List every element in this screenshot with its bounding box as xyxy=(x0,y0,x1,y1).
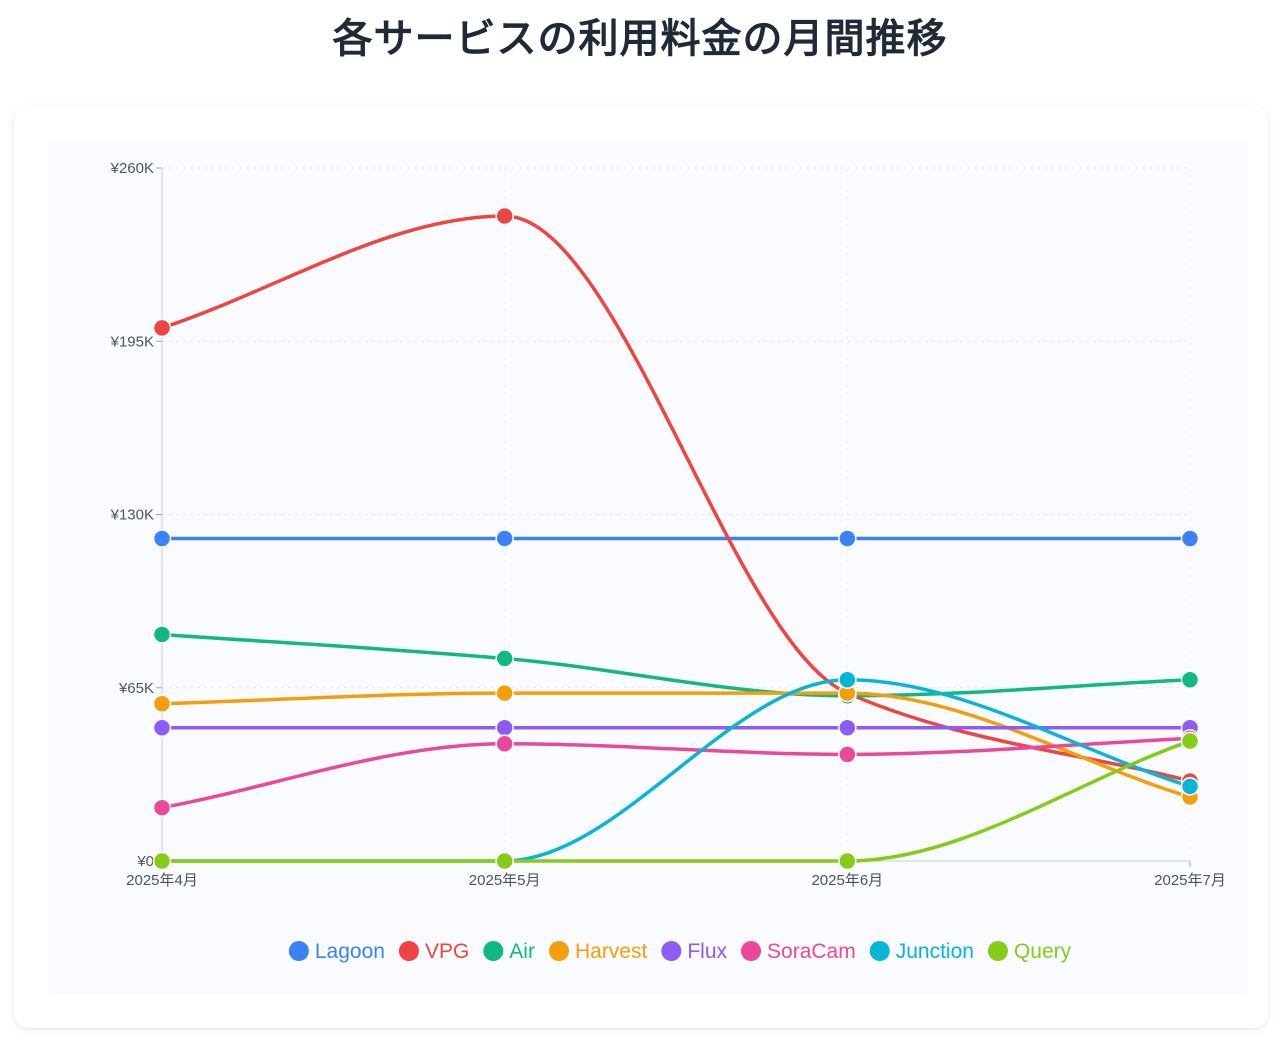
y-tick-label: ¥195K xyxy=(110,333,154,350)
data-point-flux[interactable] xyxy=(152,718,172,737)
points-layer xyxy=(152,206,1200,871)
data-point-harvest[interactable] xyxy=(495,683,514,703)
data-point-lagoon[interactable] xyxy=(1180,529,1200,548)
data-point-query[interactable] xyxy=(152,851,172,871)
legend-marker-query[interactable] xyxy=(987,941,1008,961)
data-point-lagoon[interactable] xyxy=(152,529,172,548)
legend-marker-soracam[interactable] xyxy=(741,941,762,961)
legend-label-soracam[interactable]: SoraCam xyxy=(767,940,856,963)
legend-label-air[interactable]: Air xyxy=(509,940,535,963)
grid-layer xyxy=(162,167,1191,861)
legend-marker-harvest[interactable] xyxy=(548,941,569,961)
data-point-soracam[interactable] xyxy=(838,745,857,764)
legend-marker-air[interactable] xyxy=(483,941,504,961)
data-point-soracam[interactable] xyxy=(495,734,514,753)
legend-label-junction[interactable]: Junction xyxy=(896,940,974,963)
legend-label-vpg[interactable]: VPG xyxy=(425,940,469,963)
data-point-vpg[interactable] xyxy=(152,318,172,338)
legend-marker-junction[interactable] xyxy=(869,941,890,961)
data-point-query[interactable] xyxy=(1180,731,1200,751)
y-tick-label: ¥130K xyxy=(110,507,154,524)
y-tick-label: ¥0 xyxy=(136,853,154,870)
data-point-air[interactable] xyxy=(1180,670,1200,690)
legend: Lagoon VPG Air Harvest Flux SoraCam Junction Qu… xyxy=(288,940,1072,963)
y-tick-label: ¥65K xyxy=(118,680,154,697)
x-tick-label: 2025年5月 xyxy=(469,872,541,889)
series-line-query xyxy=(160,739,1192,863)
x-tick-label: 2025年6月 xyxy=(811,872,883,889)
legend-label-lagoon[interactable]: Lagoon xyxy=(315,940,385,963)
data-point-query[interactable] xyxy=(495,851,514,871)
series-line-harvest xyxy=(160,691,1192,799)
lines-layer xyxy=(160,214,1192,863)
data-point-vpg[interactable] xyxy=(495,206,514,226)
data-point-air[interactable] xyxy=(152,625,172,644)
series-line-air xyxy=(160,632,1192,698)
page-title: 各サービスの利用料金の月間推移 xyxy=(332,16,948,62)
data-point-query[interactable] xyxy=(838,851,857,871)
x-tick-label: 2025年7月 xyxy=(1154,872,1226,889)
data-point-flux[interactable] xyxy=(838,718,857,737)
data-point-lagoon[interactable] xyxy=(838,529,857,548)
legend-label-query[interactable]: Query xyxy=(1014,940,1072,963)
chart-area xyxy=(48,140,1248,995)
legend-marker-lagoon[interactable] xyxy=(288,941,309,961)
y-tick-label: ¥260K xyxy=(110,160,154,177)
data-point-lagoon[interactable] xyxy=(495,529,514,548)
data-point-harvest[interactable] xyxy=(152,694,172,713)
series-line-soracam xyxy=(160,736,1192,810)
data-point-soracam[interactable] xyxy=(152,798,172,817)
axis-layer: ¥0 ¥65K ¥130K ¥195K ¥260K 2025年4月 2025年5月 2025年… xyxy=(110,160,1226,889)
legend-label-flux[interactable]: Flux xyxy=(687,940,727,963)
legend-marker-vpg[interactable] xyxy=(398,941,419,961)
data-point-air[interactable] xyxy=(495,649,514,668)
data-point-junction[interactable] xyxy=(838,670,857,690)
data-point-flux[interactable] xyxy=(495,718,514,737)
legend-marker-flux[interactable] xyxy=(661,941,682,961)
x-tick-label: 2025年4月 xyxy=(126,872,198,889)
series-line-vpg xyxy=(160,214,1192,783)
data-point-junction[interactable] xyxy=(1180,777,1200,796)
legend-label-harvest[interactable]: Harvest xyxy=(575,940,648,963)
